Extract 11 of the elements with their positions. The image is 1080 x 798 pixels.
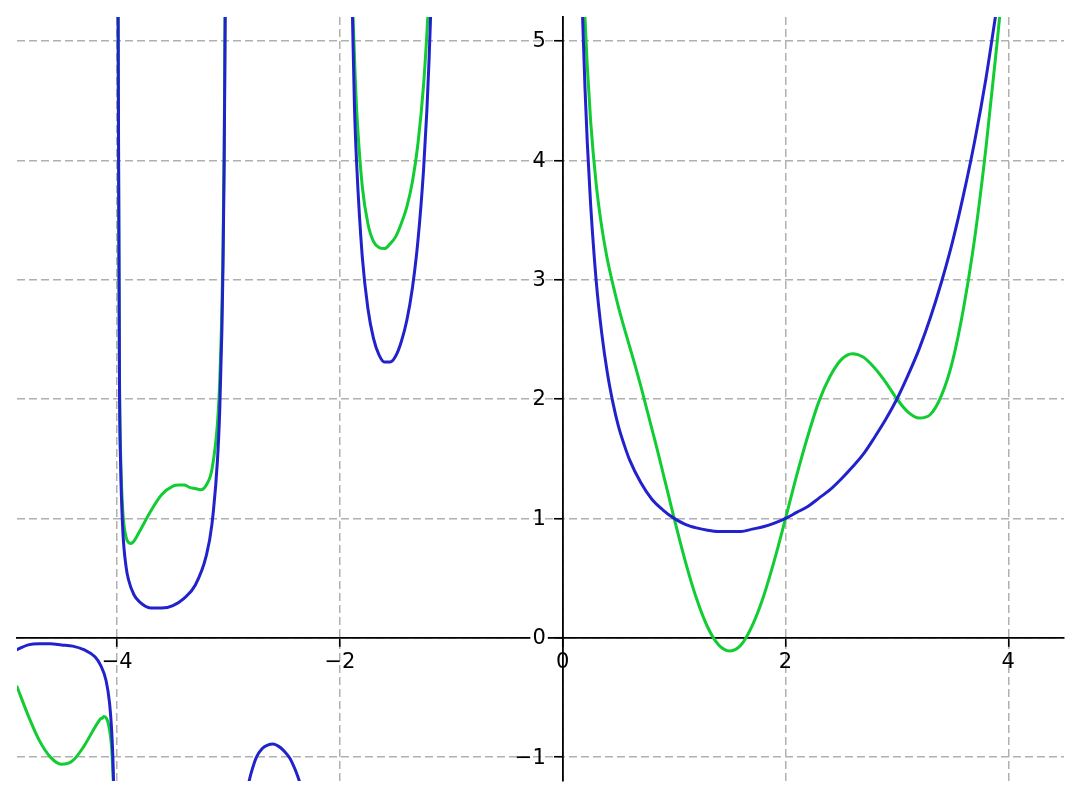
y-tick-label: 4 bbox=[532, 147, 546, 172]
y-tick-label: 2 bbox=[532, 386, 546, 411]
y-tick-label: 1 bbox=[532, 505, 546, 530]
x-tick-label: 2 bbox=[778, 648, 793, 673]
y-tick-label: 3 bbox=[532, 267, 546, 292]
x-tick-label: 4 bbox=[1001, 648, 1015, 673]
y-tick-label: −1 bbox=[514, 744, 546, 769]
x-tick-label: −4 bbox=[101, 648, 133, 673]
y-tick-label: 0 bbox=[532, 625, 546, 650]
y-tick-label: 5 bbox=[532, 28, 546, 53]
x-tick-label: −2 bbox=[324, 648, 356, 673]
